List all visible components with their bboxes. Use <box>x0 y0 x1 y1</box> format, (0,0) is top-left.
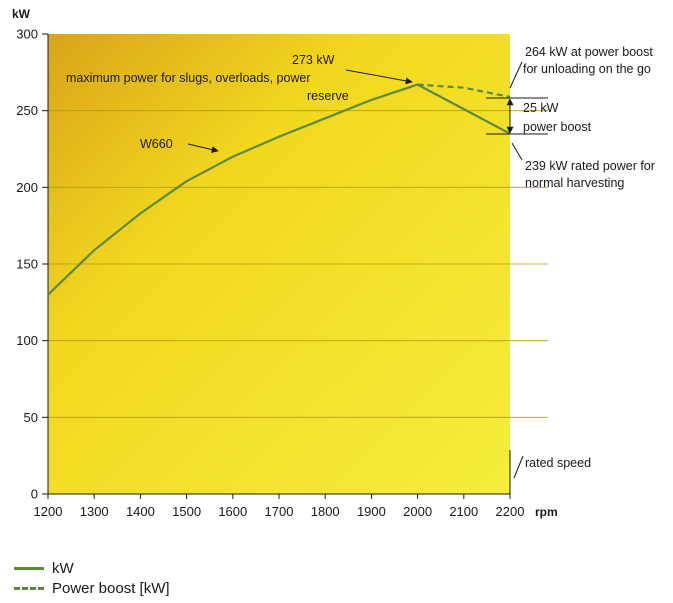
engine-label: W660 <box>140 137 173 151</box>
gridlines <box>48 110 548 418</box>
y-tick-label-100: 100 <box>16 333 38 348</box>
y-tick-labels: 0 50 100 150 200 250 300 <box>16 27 38 502</box>
legend-label-power-boost: Power boost [kW] <box>52 580 170 597</box>
x-tick-label-1600: 1600 <box>218 504 247 519</box>
legend-label-kw: kW <box>52 560 74 577</box>
rated-note-2: normal harvesting <box>525 176 624 190</box>
x-tick-labels: 1200 1300 1400 1500 1600 1700 1800 1900 2000 2100… <box>34 504 525 519</box>
max-power-desc-1: maximum power for slugs, overloads, powe… <box>66 71 311 85</box>
legend-swatch-dashed <box>14 587 44 590</box>
x-tick-label-1200: 1200 <box>34 504 63 519</box>
max-power-desc-2: reserve <box>307 89 349 103</box>
y-tick-label-150: 150 <box>16 257 38 272</box>
boost-note-2: for unloading on the go <box>523 62 651 76</box>
rated-pointer <box>511 142 523 161</box>
axes <box>42 33 511 499</box>
y-tick-label-250: 250 <box>16 103 38 118</box>
y-axis-unit: kW <box>12 7 31 21</box>
legend-swatch-solid <box>14 567 44 570</box>
x-tick-label-2000: 2000 <box>403 504 432 519</box>
legend-item-power-boost: Power boost [kW] <box>14 580 170 597</box>
rated-speed-label: rated speed <box>525 456 591 470</box>
y-tick-label-0: 0 <box>31 487 38 502</box>
x-tick-label-1900: 1900 <box>357 504 386 519</box>
boost-amount-2: power boost <box>523 120 592 134</box>
legend-item-kw: kW <box>14 560 74 577</box>
x-tick-label-1800: 1800 <box>311 504 340 519</box>
engine-arrow <box>187 143 219 153</box>
x-tick-label-2100: 2100 <box>449 504 478 519</box>
x-tick-label-1700: 1700 <box>265 504 294 519</box>
y-tick-label-200: 200 <box>16 180 38 195</box>
x-tick-label-2200: 2200 <box>496 504 525 519</box>
y-tick-label-300: 300 <box>16 27 38 42</box>
y-tick-label-50: 50 <box>24 410 38 425</box>
boost-amount-1: 25 kW <box>523 101 559 115</box>
x-tick-label-1500: 1500 <box>172 504 201 519</box>
series-line-power-boost <box>417 83 511 98</box>
x-tick-label-1400: 1400 <box>126 504 155 519</box>
rated-note-1: 239 kW rated power for <box>525 159 655 173</box>
boost-pointer <box>509 61 523 89</box>
max-power-arrow <box>345 69 413 85</box>
boost-note-1: 264 kW at power boost <box>525 45 653 59</box>
rated-speed-pointer <box>513 455 524 479</box>
x-axis-unit: rpm <box>535 505 558 519</box>
x-tick-label-1300: 1300 <box>80 504 109 519</box>
max-power-value: 273 kW <box>292 53 335 67</box>
